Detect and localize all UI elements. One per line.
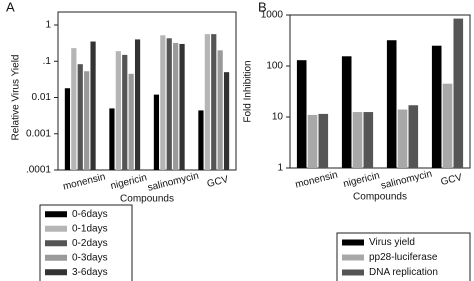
legend-label: 3-6days [72,267,108,278]
bar [363,112,374,168]
bar [122,54,128,170]
legend-label: 0-3days [72,252,108,263]
legend-label: 0-2days [72,238,108,249]
bar [318,113,329,168]
bar [84,71,90,170]
bar [397,109,408,168]
panel-label: B [258,0,267,14]
x-tick-label: GCV [206,174,230,190]
legend-swatch [45,240,67,247]
bar [64,88,71,170]
y-tick-label: 0.001 [26,128,51,139]
bar [198,110,204,170]
bar [307,114,318,168]
x-tick-label: monensin [62,172,107,193]
y-tick-label: 1 [45,20,51,31]
x-tick-label: nigericin [109,172,148,192]
bar [153,94,160,170]
bar [109,108,115,170]
x-axis-label: Compounds [353,192,407,203]
bar [204,34,210,170]
legend-label: 0-1days [72,223,108,234]
y-tick-label: .1 [43,56,52,67]
bar [341,56,352,168]
bar [386,40,397,168]
bar [128,73,134,170]
legend-label: Virus yield [369,237,415,248]
bar [71,48,77,170]
x-tick-label: nigericin [342,170,381,190]
y-tick-label: 10 [272,112,284,123]
x-tick-label: salinomycin [147,170,200,193]
y-tick-label: .0001 [26,165,51,176]
bar [173,42,179,171]
bar [166,38,172,170]
legend-swatch [45,211,67,218]
bar [352,112,363,168]
bar [160,35,166,171]
bar [217,50,223,170]
bar [134,39,141,170]
legend-swatch [342,269,364,276]
x-tick-label: salinomycin [380,168,433,191]
bar [223,72,230,170]
y-tick-label: 1000 [261,10,284,21]
panel-label: A [6,0,15,14]
legend-label: 0-6days [72,209,108,220]
bar [179,43,185,170]
bar [431,45,442,168]
x-axis-label: Compounds [120,194,174,205]
bar [408,105,419,168]
legend-swatch [45,254,67,261]
plot-frame [57,11,237,171]
bar [115,51,121,170]
legend-swatch [45,269,67,276]
bar [90,41,96,171]
bar [77,64,83,170]
plot-frame [289,14,471,169]
bar [453,18,464,168]
bar [296,60,307,168]
legend-label: DNA replication [369,267,438,278]
bar [442,83,453,168]
legend-swatch [342,254,364,261]
legend-label: pp28-luciferase [369,252,438,263]
y-axis-label: Relative Virus Yield [11,55,22,141]
legend-swatch [45,225,67,232]
y-axis-label: Fold Inhibition [243,60,254,122]
legend-swatch [342,239,364,246]
x-tick-label: monensin [294,170,339,191]
y-tick-label: 0.01 [32,92,52,103]
x-tick-label: GCV [440,172,464,188]
y-tick-label: 1 [277,163,283,174]
bar [211,34,217,170]
y-tick-label: 100 [266,61,283,72]
